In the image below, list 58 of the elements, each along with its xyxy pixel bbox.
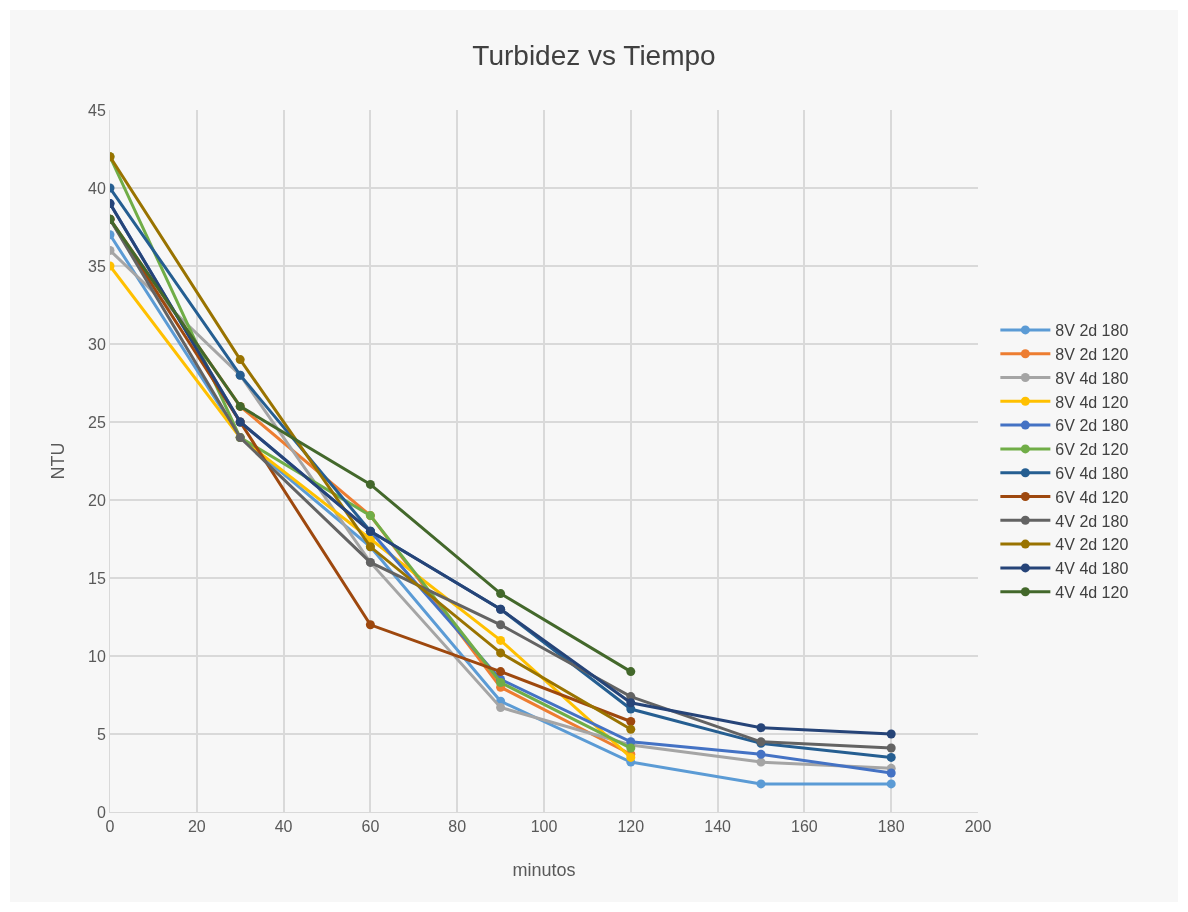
point	[886, 768, 896, 778]
point	[496, 620, 506, 630]
point	[496, 667, 506, 677]
point	[886, 752, 896, 762]
legend-label: 8V 4d 120	[1055, 393, 1129, 411]
legend-label: 4V 2d 120	[1055, 536, 1129, 554]
x-tick-label: 40	[274, 818, 293, 836]
x-axis-title: minutos	[512, 860, 576, 880]
point	[626, 667, 636, 677]
point	[626, 724, 636, 734]
x-tick-label: 80	[448, 818, 467, 836]
legend-label: 4V 2d 180	[1055, 512, 1129, 530]
y-axis-title: NTU	[48, 442, 68, 480]
y-tick-label: 25	[88, 413, 106, 431]
y-tick-label: 40	[88, 179, 106, 197]
point	[886, 779, 896, 789]
x-tick-label: 160	[791, 818, 818, 836]
point	[626, 717, 636, 727]
point	[496, 589, 506, 599]
x-tick-label: 200	[964, 818, 992, 836]
point	[365, 479, 375, 489]
point	[756, 723, 766, 733]
legend-label: 6V 2d 180	[1055, 417, 1129, 435]
x-tick-label: 100	[530, 818, 558, 836]
point	[756, 779, 766, 789]
chart-title: Turbidez vs Tiempo	[472, 40, 716, 72]
point	[496, 648, 506, 658]
point	[756, 757, 766, 767]
x-tick-label: 60	[361, 818, 380, 836]
y-tick-label: 15	[88, 569, 106, 587]
legend-label: 6V 4d 120	[1055, 488, 1129, 506]
legend-label: 8V 2d 180	[1055, 322, 1129, 340]
x-tick-label: 180	[877, 818, 905, 836]
point	[365, 620, 375, 630]
y-tick-label: 0	[96, 803, 106, 821]
point	[496, 678, 506, 688]
legend-label: 4V 4d 120	[1055, 583, 1129, 601]
y-tick-label: 10	[88, 647, 106, 665]
legend-label: 6V 4d 180	[1055, 464, 1129, 482]
point	[886, 743, 896, 753]
x-tick-label: 120	[617, 818, 645, 836]
y-tick-label: 30	[88, 335, 106, 353]
point	[496, 635, 506, 645]
y-tick-label: 45	[88, 101, 106, 119]
legend-label: 4V 4d 180	[1055, 560, 1129, 578]
legend-label: 8V 4d 180	[1055, 369, 1129, 387]
point	[235, 355, 245, 365]
legend-label: 6V 2d 120	[1055, 441, 1129, 459]
legend-label: 8V 2d 120	[1055, 345, 1129, 363]
x-tick-label: 140	[704, 818, 732, 836]
y-tick-label: 35	[88, 257, 106, 275]
y-tick-label: 5	[96, 725, 106, 743]
point	[756, 749, 766, 759]
x-tick-label: 20	[187, 818, 206, 836]
point	[496, 702, 506, 712]
point	[626, 698, 636, 708]
y-tick-label: 20	[88, 491, 106, 509]
point	[886, 729, 896, 739]
